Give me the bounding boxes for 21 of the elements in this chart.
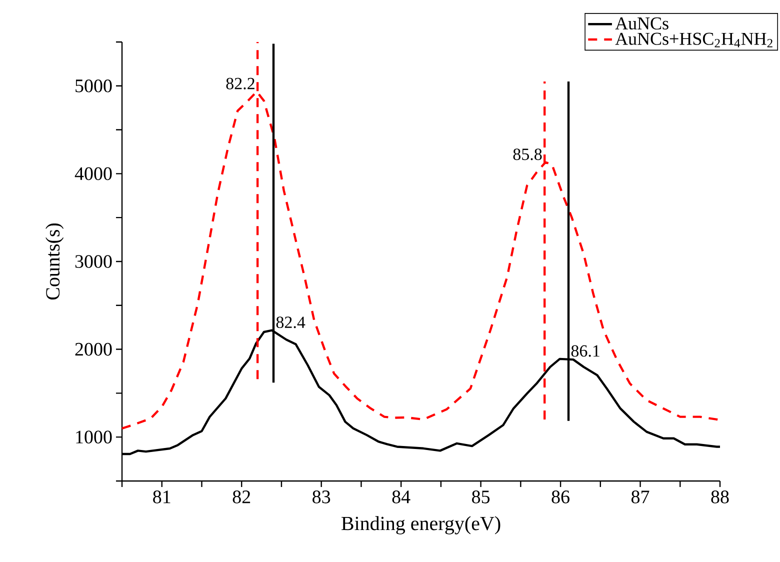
x-tick-label: 87 — [631, 490, 650, 504]
y-tick-label: 3000 — [75, 255, 112, 268]
x-axis-title: Binding energy(eV) — [342, 516, 500, 534]
annotation: 82.4 — [276, 316, 306, 328]
y-tick-label: 1000 — [76, 430, 112, 444]
x-tick-label: 83 — [312, 490, 330, 504]
x-tick-label: 88 — [711, 490, 729, 504]
x-tick-label: 82 — [232, 490, 250, 504]
y-tick-label: 5000 — [76, 79, 112, 92]
x-tick-label: 81 — [153, 490, 170, 504]
x-tick-label: 84 — [392, 490, 410, 504]
x-tick-label: 85 — [472, 490, 490, 504]
annotation: 85.8 — [513, 148, 542, 160]
y-tick-label: 4000 — [74, 167, 112, 180]
legend-label: AuNCs — [615, 17, 668, 30]
legend-label: AuNCs+HSC$_{2}$H$_{4}$NH$_{2}$ — [615, 32, 772, 48]
annotation: 86.1 — [571, 345, 600, 357]
y-tick-label: 2000 — [75, 342, 112, 356]
y-axis-title: Counts(s) — [46, 223, 64, 300]
annotation: 82.2 — [226, 78, 254, 90]
x-tick-label: 86 — [552, 490, 570, 504]
